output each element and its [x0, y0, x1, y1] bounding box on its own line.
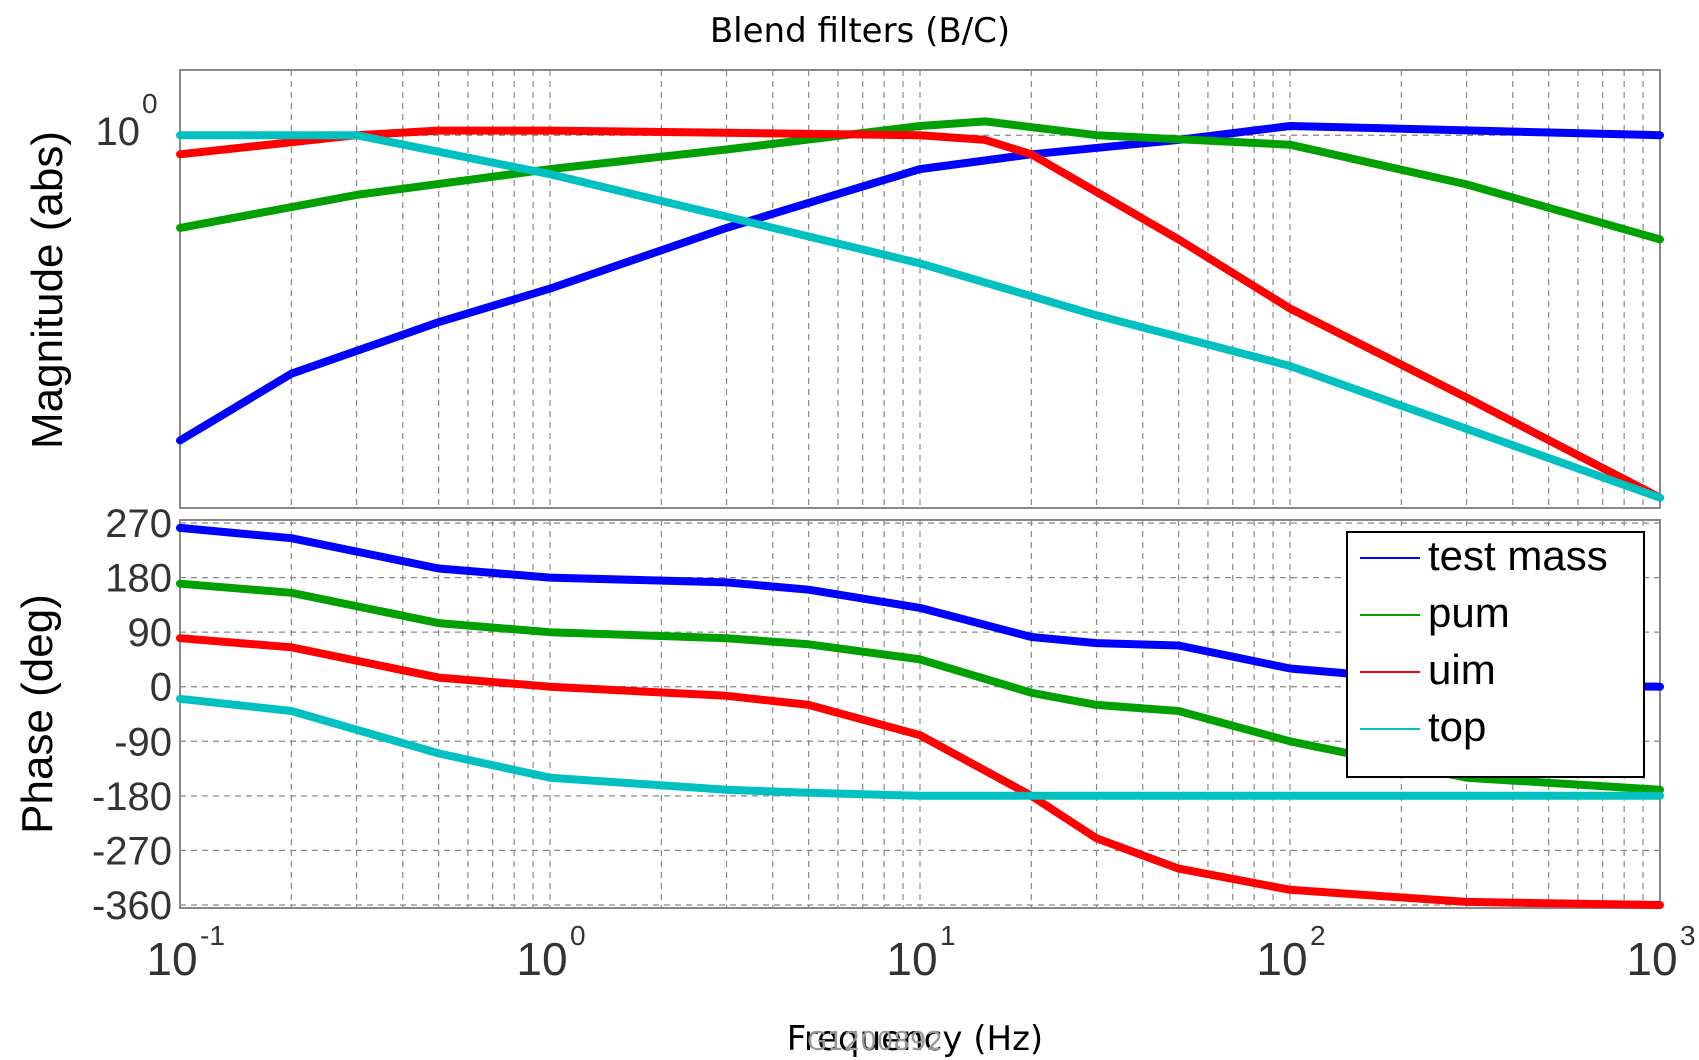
phase-yticks: 270 180 90 0 -90 -180 -270 -360 [92, 502, 172, 928]
legend-label-test-mass: test mass [1428, 532, 1608, 579]
magnitude-ytick-base: 10 [96, 110, 141, 154]
frequency-xticks: 10 -1 10 0 10 1 10 2 10 3 [146, 920, 1695, 985]
legend-label-top: top [1428, 703, 1486, 750]
xtick-label: 10 [1256, 933, 1307, 985]
xtick-label: 10 [886, 933, 937, 985]
magnitude-panel: 10 0 Magnitude (abs) [23, 69, 1664, 509]
phase-ytick-label: -180 [92, 775, 172, 819]
phase-series-test-mass [176, 523, 1664, 691]
legend-label-uim: uim [1428, 646, 1496, 693]
xtick-label: 10 [516, 933, 567, 985]
magnitude-series-test-mass [176, 122, 1664, 445]
chart-title: Blend filters (B/C) [710, 11, 1010, 51]
legend-box [1346, 531, 1645, 778]
phase-ytick-label: -360 [92, 884, 172, 928]
phase-ytick-label: 180 [105, 557, 172, 601]
phase-ytick-label: -270 [92, 829, 172, 873]
legend-label-pum: pum [1428, 589, 1510, 636]
legend: test mass pum uim top [1346, 531, 1645, 778]
xtick-label: 10 [1626, 933, 1677, 985]
xtick-label: 10 [146, 933, 197, 985]
document-number-watermark: G1200892 [807, 1027, 943, 1057]
xtick-exponent: -1 [200, 920, 225, 951]
phase-series-pum [176, 579, 1664, 794]
xtick-exponent: 0 [570, 920, 586, 951]
phase-ytick-label: 270 [105, 502, 172, 546]
phase-series-top [176, 694, 1664, 800]
magnitude-series-group [176, 117, 1664, 502]
xtick-exponent: 3 [1680, 920, 1696, 951]
magnitude-ylabel: Magnitude (abs) [23, 131, 72, 449]
xtick-exponent: 2 [1310, 920, 1326, 951]
xtick-exponent: 1 [940, 920, 956, 951]
phase-ytick-label: -90 [114, 720, 172, 764]
phase-ytick-label: 90 [128, 611, 173, 655]
magnitude-series-top [176, 131, 1664, 502]
magnitude-series-pum [176, 117, 1664, 244]
magnitude-ytick-exp: 0 [142, 88, 158, 119]
phase-series-group [176, 523, 1664, 909]
frequency-xlabel: Frequency (Hz) [787, 1019, 1043, 1059]
phase-series-uim [176, 634, 1664, 909]
phase-ytick-label: 0 [150, 666, 172, 710]
phase-ylabel: Phase (deg) [13, 594, 62, 834]
magnitude-series-uim [176, 126, 1664, 502]
